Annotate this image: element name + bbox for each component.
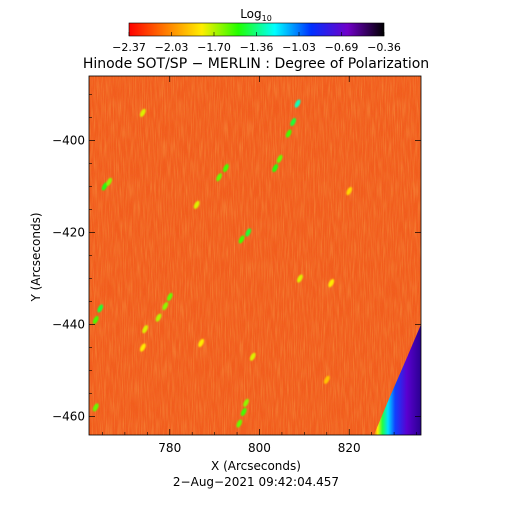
plot-area bbox=[89, 76, 421, 435]
y-tick-label: −440 bbox=[52, 318, 85, 332]
polarization-patch bbox=[243, 398, 249, 407]
colorbar-tick-label: −1.36 bbox=[240, 41, 274, 54]
colorbar-tick-label: −0.69 bbox=[325, 41, 359, 54]
limb-region bbox=[373, 324, 421, 435]
polarization-patch bbox=[92, 315, 99, 325]
polarization-patch bbox=[139, 108, 146, 117]
y-tick-label: −420 bbox=[52, 225, 85, 239]
heatmap-texture-dark bbox=[89, 76, 421, 435]
polarization-patch bbox=[198, 338, 205, 348]
polarization-patch bbox=[166, 292, 173, 302]
y-tick-label: −400 bbox=[52, 133, 85, 147]
colorbar-tick-label: −1.03 bbox=[282, 41, 316, 54]
x-axis-label: X (Arcseconds) bbox=[211, 459, 301, 473]
polarization-patch bbox=[328, 279, 335, 288]
polarization-patch bbox=[236, 419, 243, 428]
polarization-patch bbox=[139, 343, 146, 352]
timestamp: 2−Aug−2021 09:42:04.457 bbox=[173, 475, 339, 489]
polarization-patch bbox=[323, 375, 330, 384]
polarization-patch bbox=[240, 407, 247, 417]
y-axis-label: Y (Arcseconds) bbox=[29, 212, 43, 302]
polarization-patch bbox=[142, 325, 148, 334]
colorbar-tick-label: −2.37 bbox=[112, 41, 146, 54]
x-tick-label: 800 bbox=[248, 441, 271, 455]
polarization-patch bbox=[193, 200, 200, 209]
polarization-patch bbox=[222, 163, 229, 173]
polarization-patch bbox=[92, 403, 99, 412]
polarization-patch bbox=[155, 313, 162, 322]
x-tick-label: 780 bbox=[158, 441, 181, 455]
polarization-patch bbox=[285, 129, 292, 138]
y-axis: −400 −420 −440 −460 bbox=[52, 94, 421, 424]
polarization-patch bbox=[296, 274, 303, 283]
polarization-patch bbox=[97, 304, 104, 313]
polarization-patch bbox=[290, 117, 297, 127]
polarization-patch bbox=[294, 99, 301, 108]
y-tick-label: −460 bbox=[52, 410, 85, 424]
colorbar-tick-label: −2.03 bbox=[155, 41, 189, 54]
polarization-patch bbox=[101, 182, 108, 191]
polarization-patch bbox=[272, 163, 279, 173]
polarization-patch bbox=[238, 235, 245, 244]
polarization-patch bbox=[276, 154, 283, 163]
heatmap-patches bbox=[92, 99, 353, 428]
polarization-patch bbox=[106, 177, 113, 186]
x-tick-label: 820 bbox=[338, 441, 361, 455]
x-axis: 780 800 820 bbox=[102, 76, 417, 455]
colorbar-tick-label: −0.36 bbox=[367, 41, 401, 54]
polarization-patch bbox=[245, 228, 252, 237]
polarization-patch bbox=[162, 302, 169, 311]
colorbar-tick-label: −1.70 bbox=[197, 41, 231, 54]
polarization-patch bbox=[216, 173, 222, 182]
colorbar-ticks: −2.37 −2.03 −1.70 −1.36 −1.03 −0.69 −0.36 bbox=[112, 32, 401, 54]
colorbar-label: Log10 bbox=[240, 7, 272, 23]
polarization-patch bbox=[346, 186, 353, 196]
polarization-patch bbox=[249, 352, 256, 361]
chart-title: Hinode SOT/SP − MERLIN : Degree of Polar… bbox=[83, 56, 429, 72]
